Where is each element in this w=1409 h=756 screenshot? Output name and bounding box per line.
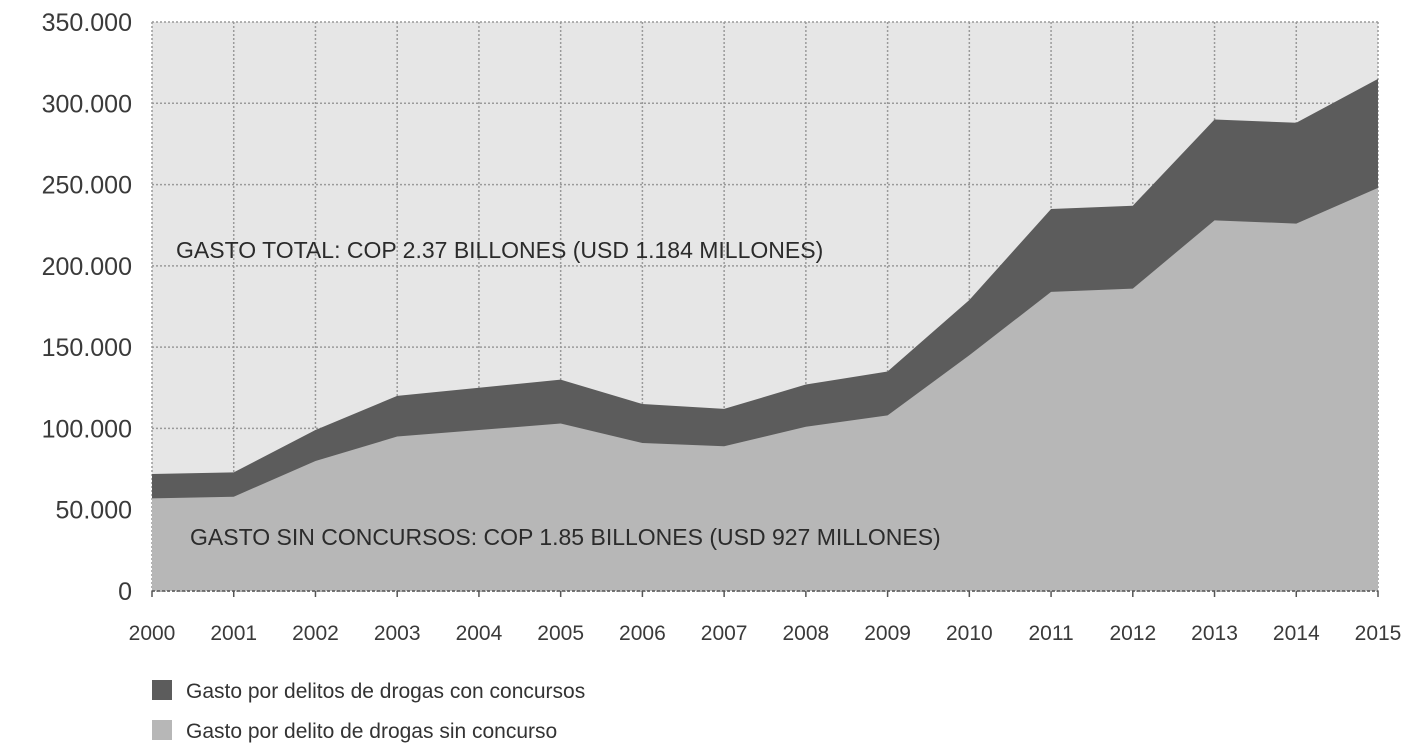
x-tick-label: 2011 [1028, 622, 1073, 645]
area-sin-concurso [152, 187, 1378, 591]
y-tick-label: 100.000 [42, 415, 132, 443]
x-tick-label: 2000 [129, 622, 176, 645]
legend: Gasto por delitos de drogas con concurso… [152, 680, 585, 743]
y-tick-label: 250.000 [42, 172, 132, 200]
x-tick-label: 2007 [701, 622, 748, 645]
x-tick-label: 2010 [946, 622, 993, 645]
x-tick-label: 2003 [374, 622, 421, 645]
axis-layer [151, 590, 1379, 597]
legend-label-con-concursos: Gasto por delitos de drogas con concurso… [186, 680, 585, 703]
annotation-total: GASTO TOTAL: COP 2.37 BILLONES (USD 1.18… [176, 237, 823, 263]
x-tick-label: 2009 [864, 622, 911, 645]
y-tick-label: 150.000 [42, 334, 132, 362]
legend-swatch-sin-concurso [152, 720, 172, 740]
y-tick-label: 0 [118, 578, 132, 606]
legend-label-sin-concurso: Gasto por delito de drogas sin concurso [186, 720, 557, 743]
annotation-sin-concursos: GASTO SIN CONCURSOS: COP 1.85 BILLONES (… [190, 524, 941, 550]
x-tick-label: 2013 [1191, 622, 1238, 645]
y-tick-label: 50.000 [56, 497, 132, 525]
x-tick-label: 2004 [456, 622, 503, 645]
y-tick-label: 200.000 [42, 253, 132, 281]
tick-label-layer: 0 50.000 100.000 150.000 200.000 250.000 300.0… [42, 9, 1402, 645]
x-tick-label: 2006 [619, 622, 666, 645]
x-tick-label: 2005 [537, 622, 584, 645]
y-tick-label: 350.000 [42, 9, 132, 37]
x-tick-label: 2001 [210, 622, 257, 645]
x-tick-label: 2012 [1109, 622, 1156, 645]
x-tick-label: 2014 [1273, 622, 1320, 645]
y-tick-label: 300.000 [42, 90, 132, 118]
x-tick-label: 2002 [292, 622, 339, 645]
x-tick-label: 2008 [783, 622, 830, 645]
x-tick-label: 2015 [1355, 622, 1402, 645]
area-layer [152, 78, 1378, 591]
legend-swatch-con-concursos [152, 680, 172, 700]
